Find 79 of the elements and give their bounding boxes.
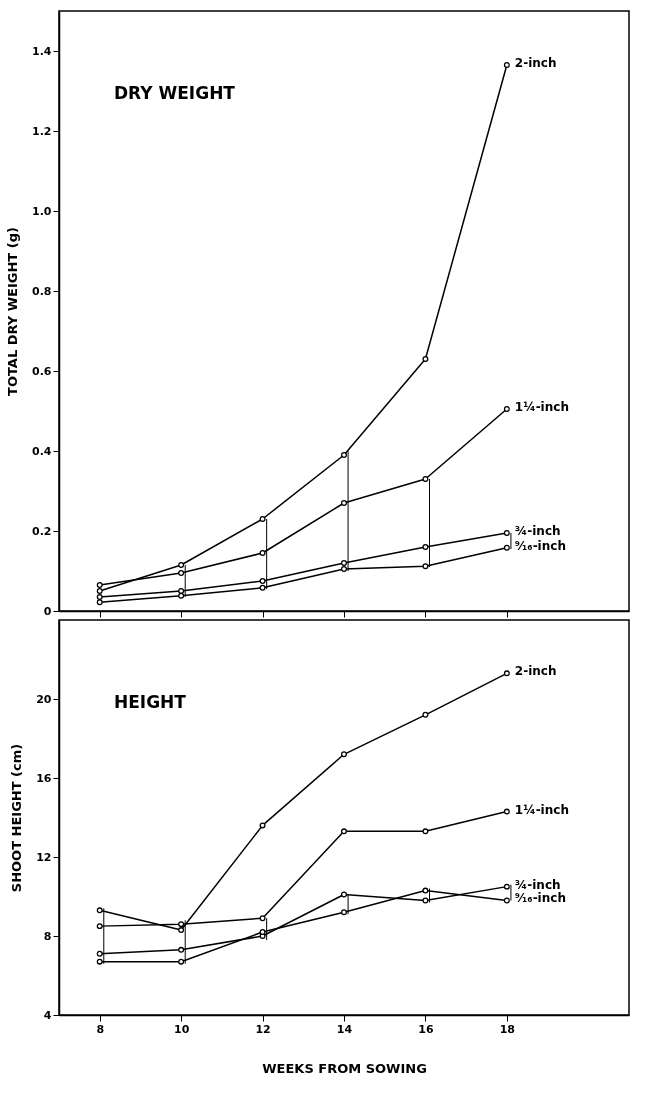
point — [96, 950, 103, 957]
text: HEIGHT — [114, 692, 187, 712]
point — [341, 891, 347, 898]
point — [96, 594, 103, 600]
point — [96, 907, 103, 914]
point — [178, 958, 185, 965]
y-tick-label: 0 — [43, 604, 52, 618]
series-label: ¾-inch — [514, 524, 561, 538]
series-label: ⁹⁄₁₆-inch — [514, 538, 566, 553]
y-tick-label: 4 — [43, 1008, 52, 1022]
text: DRY WEIGHT — [114, 83, 236, 103]
series-label: ⁹⁄₁₆-inch — [514, 891, 566, 906]
point — [422, 356, 429, 362]
point — [259, 584, 266, 591]
point — [178, 946, 185, 953]
point — [503, 62, 510, 68]
point — [96, 958, 103, 965]
y-tick-label: 16 — [36, 771, 52, 785]
point — [178, 562, 185, 568]
series-label: 2-inch — [514, 664, 557, 679]
point — [503, 883, 510, 890]
point — [178, 570, 185, 576]
point — [422, 544, 429, 550]
series-label: 2-inch — [514, 56, 557, 70]
point — [503, 670, 510, 677]
point — [96, 599, 103, 606]
y-tick-label: 0.8 — [32, 284, 52, 298]
point — [422, 476, 429, 482]
point — [422, 563, 429, 570]
y-axis-title: SHOOT HEIGHT (cm) — [9, 743, 25, 893]
point — [341, 500, 347, 506]
point — [259, 915, 266, 922]
point — [341, 909, 347, 916]
x-tick-label: 8 — [96, 1022, 105, 1036]
point — [341, 566, 347, 572]
point — [96, 588, 103, 594]
y-tick-label: 0.4 — [32, 444, 52, 458]
series-label: ¾-inch — [514, 877, 561, 892]
point — [259, 516, 266, 522]
x-tick-label: 12 — [255, 1022, 271, 1036]
y-tick-label: 20 — [36, 692, 52, 706]
point — [178, 927, 185, 934]
point — [178, 588, 185, 594]
x-tick-label: 10 — [173, 1022, 190, 1036]
series-label: 1¼-inch — [514, 802, 569, 817]
point — [96, 582, 103, 588]
y-tick-label: 1.0 — [32, 204, 52, 218]
point — [259, 550, 266, 556]
point — [341, 828, 347, 835]
y-tick-label: 8 — [43, 929, 52, 943]
point — [259, 578, 266, 584]
point — [422, 828, 429, 835]
point — [259, 822, 266, 829]
point — [341, 751, 347, 758]
point — [422, 887, 429, 894]
point — [96, 923, 103, 930]
point — [178, 592, 185, 599]
y-tick-label: 1.4 — [32, 44, 52, 58]
y-tick-label: 0.2 — [32, 524, 52, 538]
series-label: 1¼-inch — [514, 400, 569, 414]
point — [259, 929, 266, 936]
point — [503, 897, 510, 904]
point — [422, 897, 429, 904]
point — [341, 452, 347, 458]
x-axis-title: WEEKS FROM SOWING — [262, 1060, 427, 1076]
y-axis-title: TOTAL DRY WEIGHT (g) — [5, 227, 21, 396]
point — [503, 808, 510, 815]
x-tick-label: 16 — [418, 1022, 434, 1036]
point — [503, 530, 510, 536]
point — [341, 560, 347, 566]
point — [422, 711, 429, 718]
point — [503, 406, 510, 412]
y-tick-label: 0.6 — [32, 364, 52, 378]
point — [503, 544, 510, 551]
y-tick-label: 1.2 — [32, 124, 52, 138]
x-tick-label: 14 — [336, 1022, 353, 1036]
x-tick-label: 18 — [499, 1022, 516, 1036]
point — [178, 921, 185, 928]
y-tick-label: 12 — [36, 850, 52, 864]
